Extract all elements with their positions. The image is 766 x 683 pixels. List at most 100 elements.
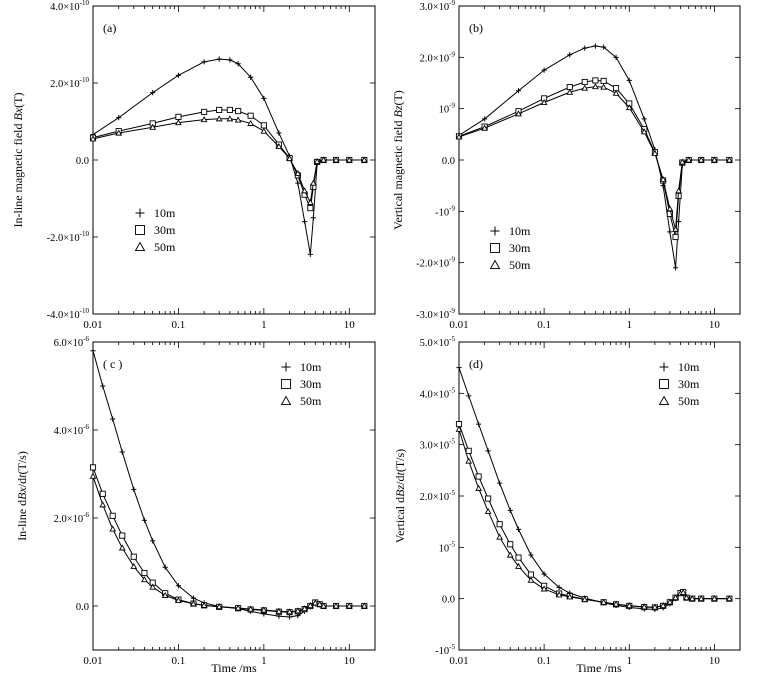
data-point [567, 52, 573, 58]
y-axis-label: In-line dBx/dt(T/s) [15, 451, 29, 541]
y-tick-label: 4.0×10-10 [50, 0, 89, 13]
data-point [99, 490, 106, 497]
data-point [515, 554, 522, 561]
data-point [161, 591, 169, 598]
legend-marker [490, 226, 500, 236]
data-point [455, 425, 463, 432]
y-tick-label: 2.0×10-6 [54, 511, 90, 525]
data-point [497, 480, 503, 486]
data-point [496, 521, 503, 528]
legend-marker [135, 225, 145, 235]
legend: 10m 30m 50m [489, 224, 531, 272]
legend-label: 10m [678, 360, 700, 374]
data-point [601, 44, 607, 50]
panel-a: 0.01 0.1 1 10 -4.0×10-10 -2.0×10-10 0.0 2.0×10-… [11, 0, 376, 331]
data-point [666, 205, 674, 212]
x-tick-label: 1 [626, 655, 632, 667]
data-point [260, 606, 268, 613]
data-point [626, 77, 632, 84]
legend-marker [659, 379, 669, 389]
data-point [261, 95, 267, 101]
data-point [175, 72, 182, 78]
data-point [640, 603, 648, 610]
legend-label: 10m [509, 224, 531, 238]
data-point [688, 595, 696, 602]
series-50m [455, 83, 733, 232]
data-point [592, 83, 599, 90]
legend-label: 50m [154, 240, 176, 254]
x-tick-label: 0.01 [449, 319, 468, 331]
data-point [651, 149, 659, 156]
data-point [592, 77, 599, 84]
data-point [99, 501, 107, 508]
x-tick-label: 10 [709, 319, 721, 331]
data-point [175, 113, 182, 120]
data-point [235, 61, 241, 67]
data-point [306, 602, 314, 609]
data-point [310, 179, 317, 186]
y-tick-label: 2.0×10-5 [420, 489, 456, 503]
data-point [640, 128, 648, 135]
legend-marker [281, 362, 291, 372]
panel-label: (b) [469, 21, 483, 35]
data-point [515, 562, 522, 569]
data-point [116, 115, 122, 121]
data-point [360, 602, 368, 609]
data-point [216, 106, 223, 113]
data-point [506, 551, 514, 558]
data-point [248, 74, 254, 80]
data-point [465, 447, 472, 454]
data-point [485, 495, 492, 502]
data-point [455, 133, 463, 140]
x-axis-label-right: Time /ms [576, 661, 622, 675]
data-point [115, 129, 123, 136]
x-tick-label: 10 [344, 655, 356, 667]
data-point [200, 601, 208, 608]
data-point [541, 571, 547, 577]
y-tick-label: 4.0×10-6 [54, 423, 90, 437]
data-point [476, 421, 482, 427]
legend-label: 50m [678, 394, 700, 408]
data-point [295, 180, 301, 186]
data-point [150, 90, 156, 96]
legend-marker [658, 395, 670, 406]
data-point [666, 598, 674, 605]
x-tick-label: 1 [261, 319, 267, 331]
data-point [482, 116, 488, 122]
data-point [118, 544, 126, 551]
y-tick-label: 10-5 [439, 540, 456, 554]
data-point [651, 603, 659, 610]
series-10m [90, 348, 367, 620]
data-point [141, 517, 148, 523]
y-tick-label: 0.0 [76, 156, 89, 167]
data-point [600, 598, 607, 605]
data-point [89, 472, 97, 479]
data-point [100, 383, 106, 389]
data-point [110, 416, 116, 422]
x-tick-label: 0.01 [83, 655, 102, 667]
data-point [313, 158, 321, 165]
data-point [149, 123, 157, 130]
legend-label: 10m [154, 206, 176, 220]
y-tick-label: 0.0 [442, 595, 455, 606]
data-point [456, 365, 462, 371]
legend-marker [281, 379, 291, 389]
data-point [131, 486, 137, 492]
data-point [679, 588, 687, 596]
data-point [683, 594, 690, 601]
data-point [678, 158, 686, 165]
y-tick-label: -2.0×10-9 [416, 256, 455, 270]
data-point [301, 187, 308, 194]
series-line [458, 429, 730, 608]
data-point [515, 526, 522, 532]
data-point [726, 156, 733, 163]
data-point [672, 265, 679, 271]
legend: 10m 30m 50m [134, 206, 176, 254]
data-point [215, 115, 223, 122]
data-point [307, 205, 314, 212]
x-tick-label: 0.1 [172, 655, 186, 667]
y-tick-label: 5.0×10-5 [420, 335, 456, 349]
legend-marker [490, 243, 500, 253]
y-tick-label: 3.0×10-5 [420, 438, 456, 452]
y-tick-label: 6.0×10-6 [54, 335, 90, 349]
